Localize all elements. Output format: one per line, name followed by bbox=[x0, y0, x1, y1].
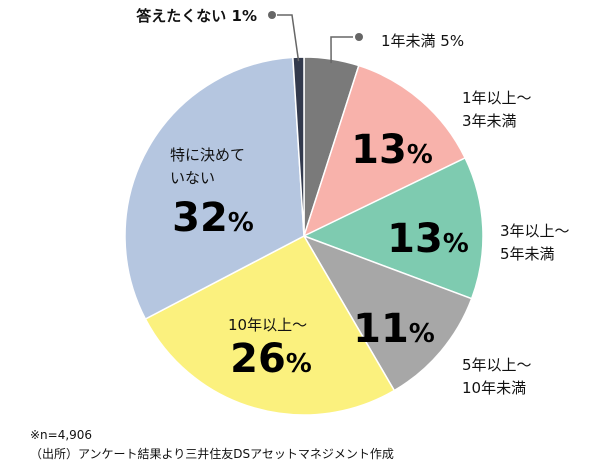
label-1-to-3-years-line1: 1年以上～ bbox=[462, 89, 532, 107]
label-undecided-line2: いない bbox=[170, 169, 215, 187]
label-5-to-10-years-line2: 10年未満 bbox=[462, 379, 526, 397]
label-undecided-line1: 特に決めて bbox=[170, 146, 245, 164]
label-10-years-plus: 10年以上～ bbox=[228, 316, 307, 334]
label-3-to-5-years-line2: 5年未満 bbox=[500, 245, 555, 263]
leader-dot-no-answer bbox=[268, 11, 276, 19]
sample-size-note: ※n=4,906 bbox=[30, 428, 93, 442]
label-no-answer: 答えたくない 1% bbox=[136, 7, 257, 25]
label-1-to-3-years-line2: 3年未満 bbox=[462, 112, 517, 130]
source-note: （出所）アンケート結果より三井住友DSアセットマネジメント作成 bbox=[30, 447, 394, 461]
pie-slice-1 bbox=[302, 64, 467, 238]
value-undecided: 32% bbox=[172, 195, 254, 241]
label-3-to-5-years-line1: 3年以上～ bbox=[500, 222, 570, 240]
pie-slice-2 bbox=[302, 156, 484, 300]
leader-dot-less-than-1-year bbox=[355, 33, 363, 41]
pie-slice-4 bbox=[144, 235, 396, 416]
leader-line-no-answer bbox=[277, 14, 300, 62]
pie-slice-3 bbox=[302, 234, 473, 392]
value-1-to-3-years: 13% bbox=[351, 127, 433, 173]
label-5-to-10-years-line1: 5年以上～ bbox=[462, 356, 532, 374]
label-less-than-1-year: 1年未満 5% bbox=[381, 32, 464, 50]
pie-slice-5 bbox=[124, 56, 305, 321]
leader-line-less-than-1-year bbox=[330, 36, 353, 64]
